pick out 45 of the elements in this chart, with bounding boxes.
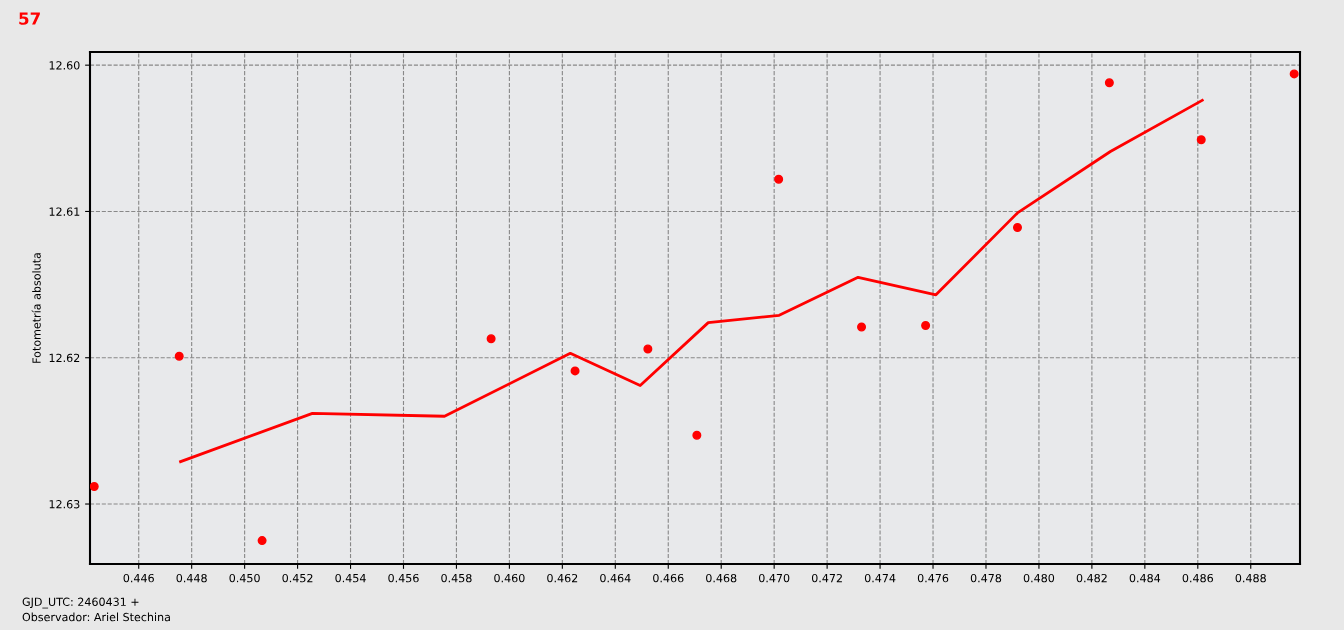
x-tick-label: 0.446 xyxy=(123,573,154,583)
x-tick-label: 0.486 xyxy=(1182,573,1213,583)
y-tick-label: 12.62 xyxy=(49,353,80,363)
x-tick-label: 0.470 xyxy=(758,573,790,583)
x-tick-label: 0.462 xyxy=(547,573,578,583)
y-tick-label: 12.63 xyxy=(49,500,80,509)
x-tick-label: 0.476 xyxy=(917,573,949,583)
x-tick-label: 0.484 xyxy=(1129,573,1161,583)
point xyxy=(174,351,184,361)
x-tick-label: 0.474 xyxy=(864,573,896,583)
x-tick-label: 0.478 xyxy=(970,573,1002,583)
x-tick-label: 0.454 xyxy=(335,573,366,583)
point xyxy=(1104,78,1114,88)
x-tick-label: 0.456 xyxy=(388,573,419,583)
x-tick-label: 0.480 xyxy=(1023,573,1055,583)
point xyxy=(692,430,702,440)
text: Observador: Ariel Stechina xyxy=(22,612,170,622)
y-tick-label: 12.61 xyxy=(49,207,80,216)
point xyxy=(1196,135,1206,145)
x-tick-label: 0.488 xyxy=(1235,573,1266,583)
point xyxy=(1012,223,1022,233)
point xyxy=(921,321,931,331)
point xyxy=(1289,69,1299,79)
x-tick-label: 0.468 xyxy=(706,573,737,583)
y-axis-title: Fotometría absoluta xyxy=(31,253,41,363)
x-tick-label: 0.460 xyxy=(494,573,525,583)
point xyxy=(857,322,867,332)
point xyxy=(90,481,99,491)
point xyxy=(643,344,653,354)
point xyxy=(774,174,784,184)
point xyxy=(486,334,496,344)
x-tick-label: 0.450 xyxy=(229,573,260,583)
x-tick-label: 0.448 xyxy=(176,573,207,583)
y-tick-label: 12.60 xyxy=(49,61,80,70)
x-tick-label: 0.482 xyxy=(1076,573,1107,583)
point xyxy=(570,366,580,376)
text: GJD_UTC: 2460431 + xyxy=(22,597,139,609)
x-tick-label: 0.452 xyxy=(282,573,313,583)
x-tick-label: 0.458 xyxy=(441,573,472,583)
chart-title: 57 xyxy=(19,12,40,25)
line-series xyxy=(179,98,1204,463)
x-tick-label: 0.466 xyxy=(653,573,684,583)
x-tick-label: 0.472 xyxy=(811,573,842,583)
point xyxy=(257,536,267,546)
x-tick-label: 0.464 xyxy=(600,573,631,583)
